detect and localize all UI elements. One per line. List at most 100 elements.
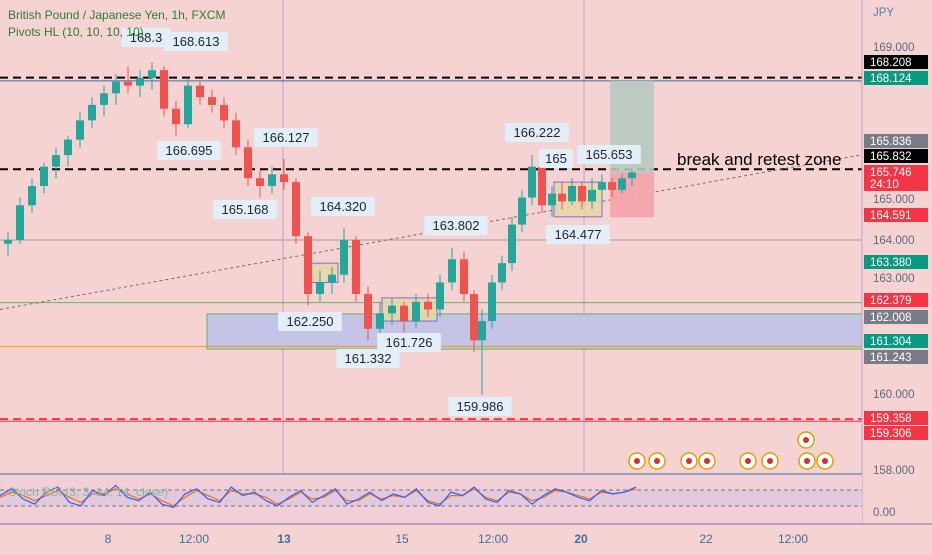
candle-body[interactable] [588,189,596,202]
candle-body[interactable] [328,274,336,283]
annotation-text: break and retest zone [677,150,841,169]
candle-body[interactable] [292,182,300,237]
candle-body[interactable] [376,313,384,329]
trendline[interactable] [0,154,861,310]
price-badge-text: 159.306 [870,428,912,440]
chart-title: British Pound / Japanese Yen, 1h, FXCM [8,8,226,22]
candle-body[interactable] [628,172,636,179]
candle-body[interactable] [568,185,576,202]
price-badge[interactable] [864,255,928,269]
candle-body[interactable] [304,236,312,295]
candle-body[interactable] [64,139,72,156]
pivot-label-box [157,141,221,160]
price-badge[interactable] [864,55,928,69]
candle-body[interactable] [436,282,444,310]
candle-body[interactable] [598,182,606,190]
candle-body[interactable] [28,185,36,206]
candle-body[interactable] [460,259,468,295]
candle-body[interactable] [316,282,324,295]
candle-body[interactable] [388,305,396,314]
x-tick-label: 13 [277,532,291,546]
event-dot-icon [804,458,810,464]
candle-body[interactable] [88,104,96,121]
price-badge[interactable] [864,134,928,148]
candle-body[interactable] [196,85,204,98]
candle-body[interactable] [160,70,168,109]
y-tick-label: 0.00 [873,507,895,519]
price-badge[interactable] [864,208,928,222]
price-badge[interactable] [864,334,928,348]
x-tick-label: 20 [574,532,588,546]
candle-body[interactable] [16,205,24,240]
pivot-label: 159.986 [457,399,504,414]
y-tick-label: 165.000 [873,194,915,206]
candle-body[interactable] [412,301,420,322]
candle-body[interactable] [448,259,456,283]
price-badge[interactable] [864,426,928,440]
candle-body[interactable] [498,263,506,283]
y-tick-label: 158.000 [873,465,915,477]
candle-body[interactable] [548,193,556,206]
indicator-label: Pivots HL (10, 10, 10, 10) [8,25,144,39]
candle-body[interactable] [220,104,228,121]
candle-body[interactable] [280,174,288,183]
candle-body[interactable] [424,301,432,310]
candle-body[interactable] [124,81,132,86]
price-badge[interactable] [864,71,928,85]
x-tick-label: 12:00 [778,532,808,546]
price-badge-text: 163.380 [870,257,912,269]
candle-body[interactable] [208,97,216,105]
price-badge[interactable] [864,310,928,324]
candle-body[interactable] [148,70,156,78]
pivot-label-box [121,28,171,47]
price-badge[interactable] [864,177,928,191]
price-badge[interactable] [864,350,928,364]
candle-body[interactable] [172,108,180,125]
candle-body[interactable] [618,178,626,190]
candle-body[interactable] [256,178,264,186]
price-axis[interactable] [862,0,932,550]
pivot-label: 162.250 [287,314,334,329]
rsi-band [0,490,862,506]
candle-body[interactable] [4,240,12,244]
candle-body[interactable] [76,120,84,140]
candle-body[interactable] [352,240,360,295]
pivot-label: 166.695 [166,143,213,158]
pivot-label-box [505,123,569,142]
candle-body[interactable] [268,174,276,186]
candle-body[interactable] [340,240,348,275]
candle-body[interactable] [40,166,48,186]
candle-body[interactable] [112,81,120,94]
candle-body[interactable] [558,193,566,202]
candle-body[interactable] [478,321,486,341]
candle-body[interactable] [136,77,144,86]
event-dot-icon [686,458,692,464]
price-badge[interactable] [864,293,928,307]
candle-body[interactable] [578,185,586,202]
pivot-label: 168.3 [130,30,163,45]
candle-body[interactable] [52,155,60,167]
candle-body[interactable] [244,147,252,179]
pivot-label-box [377,333,441,352]
price-badge[interactable] [864,165,928,179]
candle-body[interactable] [184,85,192,125]
candle-body[interactable] [364,294,372,329]
candle-body[interactable] [488,282,496,322]
event-dot-icon [654,458,660,464]
price-badge-text: 164.591 [870,210,912,222]
candle-body[interactable] [508,224,516,264]
candle-body[interactable] [232,120,240,148]
event-dot-icon [704,458,710,464]
candle-body[interactable] [528,166,536,198]
candle-body[interactable] [608,182,616,190]
candle-body[interactable] [100,93,108,105]
price-badge[interactable] [864,149,928,163]
price-badge[interactable] [864,411,928,425]
event-dot-icon [822,458,828,464]
candle-body[interactable] [470,294,478,341]
candle-body[interactable] [518,197,526,225]
candle-body[interactable] [400,305,408,322]
candle-body[interactable] [538,166,546,206]
